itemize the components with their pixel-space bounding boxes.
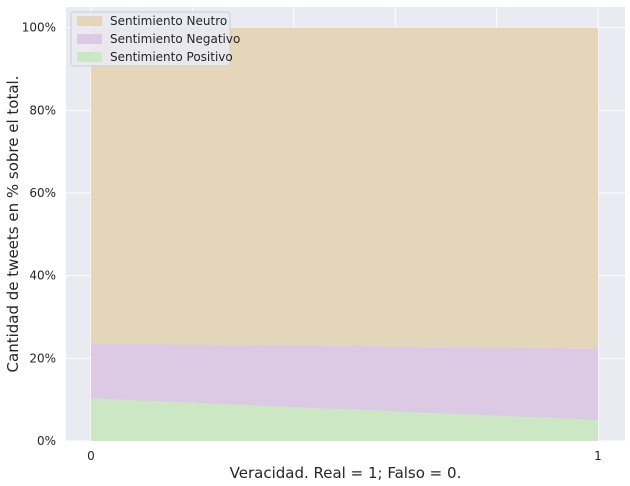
x-tick-label: 0	[87, 449, 95, 463]
y-tick-label: 0%	[37, 434, 56, 448]
legend-swatch-sentimiento-neutro	[77, 16, 102, 26]
y-tick-label: 100%	[22, 21, 56, 35]
area-series	[91, 27, 598, 441]
y-tick-label: 40%	[29, 269, 56, 283]
y-tick-label: 60%	[29, 186, 56, 200]
legend-swatch-sentimiento-positivo	[77, 52, 102, 62]
x-axis-title: Veracidad. Real = 1; Falso = 0.	[230, 464, 462, 482]
area-sentimiento-neutro	[91, 27, 598, 349]
y-tick-labels: 0% 20% 40% 60% 80% 100%	[22, 21, 56, 448]
area-sentimiento-negativo	[91, 343, 598, 420]
legend-box	[70, 11, 231, 67]
legend-label-sentimiento-negativo: Sentimiento Negativo	[110, 32, 240, 46]
y-tick-label: 20%	[29, 351, 56, 365]
area-sentimiento-positivo	[91, 398, 598, 441]
y-tick-label: 80%	[29, 103, 56, 117]
x-tick-label: 1	[594, 449, 602, 463]
legend: Sentimiento Neutro Sentimiento Negativo Se…	[70, 11, 240, 67]
legend-swatch-sentimiento-negativo	[77, 34, 102, 44]
y-axis-title: Cantidad de tweets en % sobre el total.	[4, 76, 22, 373]
legend-label-sentimiento-neutro: Sentimiento Neutro	[110, 14, 227, 28]
legend-label-sentimiento-positivo: Sentimiento Positivo	[110, 50, 233, 64]
